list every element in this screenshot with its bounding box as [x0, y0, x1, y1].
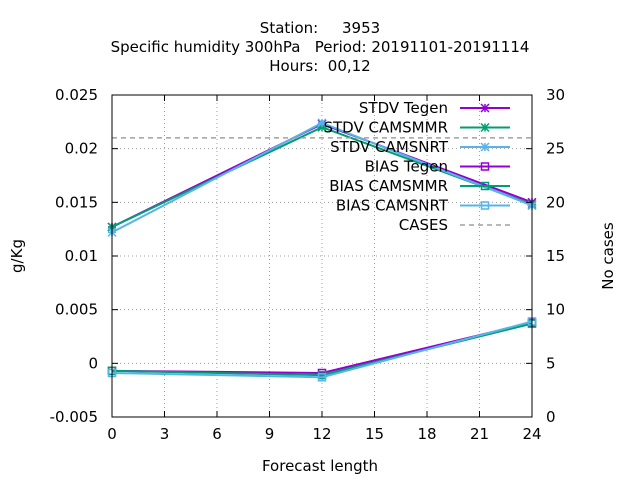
y-axis-label: g/Kg [8, 239, 26, 273]
y2-axis-label: No cases [599, 222, 617, 290]
series-layer [107, 118, 537, 382]
legend-entry: BIAS CAMSMMR [329, 177, 510, 195]
x-tick-label: 24 [522, 425, 541, 443]
legend-marker [480, 201, 490, 210]
y2-tick-label: 20 [546, 193, 565, 211]
legend-entry: BIAS CAMSNRT [336, 197, 510, 215]
legend-entry: STDV CAMSNRT [330, 138, 510, 156]
x-axis-label: Forecast length [262, 457, 378, 475]
legend-label: CASES [399, 216, 448, 234]
y2-tick-label: 15 [546, 247, 565, 265]
x-tick-label: 3 [160, 425, 170, 443]
legend-entry: CASES [399, 216, 510, 234]
series-line [111, 320, 533, 379]
x-tick-label: 21 [470, 425, 489, 443]
y2-tick-label: 5 [546, 354, 556, 372]
legend-marker [480, 162, 490, 171]
legend-label: BIAS CAMSMMR [329, 177, 448, 195]
x-tick-label: 18 [417, 425, 436, 443]
y2-tick-label: 30 [546, 86, 565, 104]
y-tick-label: 0 [88, 354, 98, 372]
y2-tick-label: 0 [546, 408, 556, 426]
data-point [317, 118, 327, 128]
legend-marker [480, 122, 490, 133]
x-tick-label: 9 [265, 425, 275, 443]
legend-label: STDV Tegen [359, 99, 448, 117]
title-line-3: Hours: 00,12 [269, 57, 370, 75]
x-tick-label: 12 [312, 425, 331, 443]
legend-marker [480, 142, 490, 152]
legend-label: STDV CAMSNRT [330, 138, 449, 156]
legend-label: BIAS CAMSNRT [336, 197, 449, 215]
legend-marker [480, 103, 490, 113]
x-tick-label: 15 [365, 425, 384, 443]
legend-label: BIAS Tegen [365, 158, 448, 176]
tick-layer: 0 3 6 9 12 15 18 21 24 -0.005 0 0.005 0.01 0.015 0.02 0… [50, 86, 565, 443]
y-tick-label: 0.01 [65, 247, 98, 265]
title-line-1: Station: 3953 [260, 19, 380, 37]
x-tick-label: 6 [212, 425, 222, 443]
series-line [111, 126, 533, 228]
chart-title: Station: 3953 Specific humidity 300hPa P… [111, 19, 530, 75]
legend-entry: STDV Tegen [359, 99, 510, 117]
grid [112, 95, 532, 417]
y-tick-label: -0.005 [50, 408, 98, 426]
y-tick-label: 0.005 [55, 301, 98, 319]
series-3 [107, 118, 537, 237]
y-tick-label: 0.025 [55, 86, 98, 104]
y-tick-label: 0.02 [65, 140, 98, 158]
y2-tick-label: 10 [546, 301, 565, 319]
data-point [317, 373, 327, 382]
legend-label: STDV CAMSMMR [323, 119, 448, 137]
legend-entry: STDV CAMSMMR [323, 119, 510, 137]
legend-marker [480, 181, 490, 191]
y-tick-label: 0.015 [55, 193, 98, 211]
y2-tick-label: 25 [546, 140, 565, 158]
title-line-2: Specific humidity 300hPa Period: 2019110… [111, 38, 530, 56]
x-tick-label: 0 [107, 425, 117, 443]
legend-entry: BIAS Tegen [365, 158, 510, 176]
